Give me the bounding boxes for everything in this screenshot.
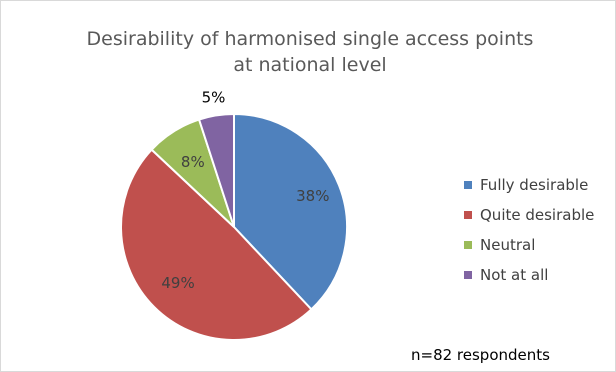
legend-swatch	[464, 271, 472, 279]
legend-item-not-at-all: Not at all	[464, 260, 594, 290]
legend-label: Quite desirable	[480, 206, 595, 224]
chart-legend: Fully desirable Quite desirable Neutral Not…	[464, 170, 594, 290]
legend-swatch	[464, 211, 472, 219]
legend-label: Fully desirable	[480, 176, 589, 194]
legend-item-fully-desirable: Fully desirable	[464, 170, 594, 200]
chart-title: Desirability of harmonised single access…	[40, 26, 580, 78]
legend-swatch	[464, 241, 472, 249]
data-label-neutral: 8%	[181, 153, 205, 171]
chart-title-line-2: at national level	[233, 54, 387, 76]
data-label-fully-desirable: 38%	[296, 187, 329, 205]
pie-slice-quite-desirable	[120, 148, 313, 341]
legend-item-quite-desirable: Quite desirable	[464, 200, 594, 230]
legend-swatch	[464, 181, 472, 189]
pie-slice-fully-desirable	[233, 112, 348, 311]
pie-slice-not-at-all	[197, 112, 235, 228]
respondent-count-note: n=82 respondents	[411, 346, 550, 364]
data-label-not-at-all: 5%	[202, 89, 226, 107]
legend-item-neutral: Neutral	[464, 230, 594, 260]
legend-label: Neutral	[480, 236, 536, 254]
chart-title-line-1: Desirability of harmonised single access…	[86, 28, 534, 50]
data-label-quite-desirable: 49%	[161, 274, 194, 292]
legend-label: Not at all	[480, 266, 549, 284]
